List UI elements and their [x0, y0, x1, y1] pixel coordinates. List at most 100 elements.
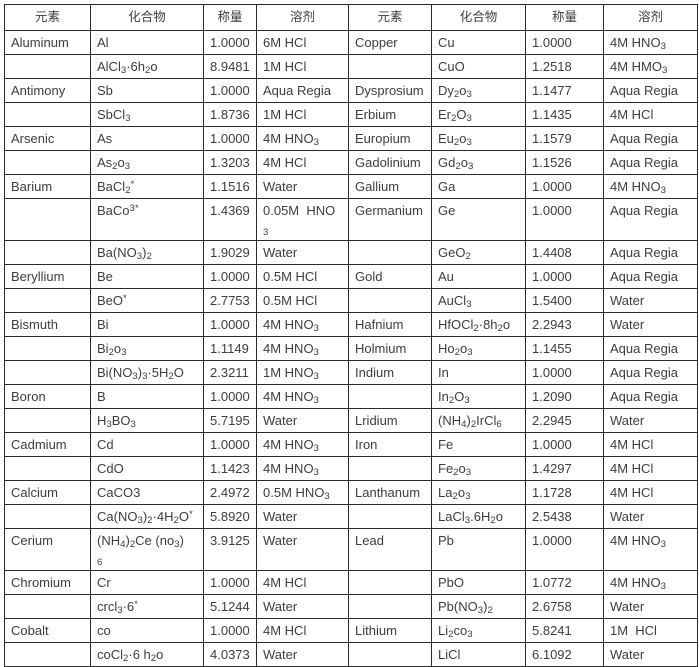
cell-element: Beryllium: [4, 264, 91, 289]
cell-solvent: Water: [256, 642, 349, 667]
cell-weight: 1.4408: [525, 240, 604, 265]
cell-solvent: 4M HNO3: [256, 432, 349, 457]
cell-compound: Pb: [431, 528, 526, 571]
cell-compound: CdO: [90, 456, 204, 481]
cell-element: [4, 408, 91, 433]
cell-compound: Ho2o3: [431, 336, 526, 361]
cell-weight: 1.5400: [525, 288, 604, 313]
cell-solvent: Water: [256, 408, 349, 433]
cell-compound: HfOCl2·8h2o: [431, 312, 526, 337]
cell-weight: 1.0000: [203, 312, 257, 337]
table-row: coCl2·6 h2o 4.0373 Water LiCl 6.1092 Water: [4, 642, 698, 667]
cell-compound: PbO: [431, 570, 526, 595]
cell-weight: 1.0000: [203, 384, 257, 409]
cell-solvent: Aqua Regia: [603, 336, 698, 361]
table-row: crcl3·6* 5.1244 Water Pb(NO3)2 2.6758 Water: [4, 594, 698, 619]
cell-weight: 8.9481: [203, 54, 257, 79]
cell-solvent: 4M HNO3: [603, 570, 698, 595]
table-row: Bismuth Bi 1.0000 4M HNO3 Hafnium HfOCl2·8h2o…: [4, 312, 698, 337]
cell-weight: 1.0000: [203, 618, 257, 643]
cell-compound: SbCl3: [90, 102, 204, 127]
cell-compound: AlCl3·6h2o: [90, 54, 204, 79]
cell-compound: Ge: [431, 198, 526, 241]
cell-compound: As2o3: [90, 150, 204, 175]
cell-solvent: 1M HCl: [256, 102, 349, 127]
cell-element: Hafnium: [348, 312, 432, 337]
cell-weight: 2.4972: [203, 480, 257, 505]
cell-element: [4, 594, 91, 619]
cell-compound: Bi2o3: [90, 336, 204, 361]
table-header: 元素 化合物 称量 溶剂 元素 化合物 称量 溶剂: [4, 4, 698, 31]
cell-element: Lanthanum: [348, 480, 432, 505]
cell-element: Gold: [348, 264, 432, 289]
cell-element: [348, 240, 432, 265]
cell-solvent: 4M HNO3: [603, 174, 698, 199]
cell-compound: CaCO3: [90, 480, 204, 505]
cell-weight: 1.2518: [525, 54, 604, 79]
cell-element: Arsenic: [4, 126, 91, 151]
table-row: Cadmium Cd 1.0000 4M HNO3 Iron Fe 1.0000 4M HCl: [4, 432, 698, 457]
cell-weight: 5.8920: [203, 504, 257, 529]
cell-element: Iron: [348, 432, 432, 457]
cell-element: Aluminum: [4, 30, 91, 55]
cell-solvent: 4M HCl: [256, 150, 349, 175]
cell-compound: Be: [90, 264, 204, 289]
column-header-compound: 化合物: [90, 4, 204, 31]
cell-element: Cobalt: [4, 618, 91, 643]
cell-solvent: Water: [603, 312, 698, 337]
cell-compound: In: [431, 360, 526, 385]
cell-weight: 1.8736: [203, 102, 257, 127]
table-row: BeO* 2.7753 0.5M HCl AuCl3 1.5400 Water: [4, 288, 698, 313]
table-row: Bi2o3 1.1149 4M HNO3 Holmium Ho2o3 1.1455 Aqua…: [4, 336, 698, 361]
cell-element: Bismuth: [4, 312, 91, 337]
cell-element: [4, 198, 91, 241]
cell-compound: B: [90, 384, 204, 409]
table-row: Antimony Sb 1.0000 Aqua Regia Dysprosium Dy2o…: [4, 78, 698, 103]
cell-element: Copper: [348, 30, 432, 55]
cell-compound: GeO2: [431, 240, 526, 265]
cell-element: Calcium: [4, 480, 91, 505]
cell-weight: 2.5438: [525, 504, 604, 529]
cell-compound: Cu: [431, 30, 526, 55]
cell-element: [4, 150, 91, 175]
cell-element: [348, 570, 432, 595]
cell-solvent: 4M HNO3: [256, 312, 349, 337]
table-row: Cobalt co 1.0000 4M HCl Lithium Li2co3 5.8241 1…: [4, 618, 698, 643]
cell-weight: 1.0000: [525, 264, 604, 289]
cell-element: Boron: [4, 384, 91, 409]
cell-solvent: Aqua Regia: [603, 198, 698, 241]
cell-compound: Li2co3: [431, 618, 526, 643]
cell-element: [4, 504, 91, 529]
table-row: Ba(NO3)2 1.9029 Water GeO2 1.4408 Aqua Regia: [4, 240, 698, 265]
cell-weight: 5.1244: [203, 594, 257, 619]
table-row: CdO 1.1423 4M HNO3 Fe2o3 1.4297 4M HCl: [4, 456, 698, 481]
cell-compound: Ga: [431, 174, 526, 199]
cell-weight: 1.1423: [203, 456, 257, 481]
cell-weight: 1.9029: [203, 240, 257, 265]
column-header-compound: 化合物: [431, 4, 526, 31]
cell-solvent: 1M HNO3: [256, 360, 349, 385]
cell-element: [4, 54, 91, 79]
cell-solvent: Aqua Regia: [603, 126, 698, 151]
cell-element: [4, 456, 91, 481]
cell-weight: 1.3203: [203, 150, 257, 175]
cell-element: Dysprosium: [348, 78, 432, 103]
cell-compound: BeO*: [90, 288, 204, 313]
table-row: Beryllium Be 1.0000 0.5M HCl Gold Au 1.0000 Aqu…: [4, 264, 698, 289]
cell-element: Gadolinium: [348, 150, 432, 175]
table-row: Calcium CaCO3 2.4972 0.5M HNO3 Lanthanum La2o…: [4, 480, 698, 505]
cell-solvent: Aqua Regia: [603, 150, 698, 175]
cell-solvent: 4M HCl: [603, 480, 698, 505]
cell-element: Cadmium: [4, 432, 91, 457]
cell-compound: (NH4)2IrCl6: [431, 408, 526, 433]
cell-solvent: 0.5M HCl: [256, 264, 349, 289]
header-row: 元素 化合物 称量 溶剂 元素 化合物 称量 溶剂: [4, 4, 698, 31]
table-row: As2o3 1.3203 4M HCl Gadolinium Gd2o3 1.1526 Aq…: [4, 150, 698, 175]
cell-element: Lead: [348, 528, 432, 571]
cell-element: [4, 642, 91, 667]
cell-compound: Ca(NO3)2·4H2O*: [90, 504, 204, 529]
cell-weight: 1.1435: [525, 102, 604, 127]
cell-compound: La2o3: [431, 480, 526, 505]
cell-element: Chromium: [4, 570, 91, 595]
cell-compound: AuCl3: [431, 288, 526, 313]
